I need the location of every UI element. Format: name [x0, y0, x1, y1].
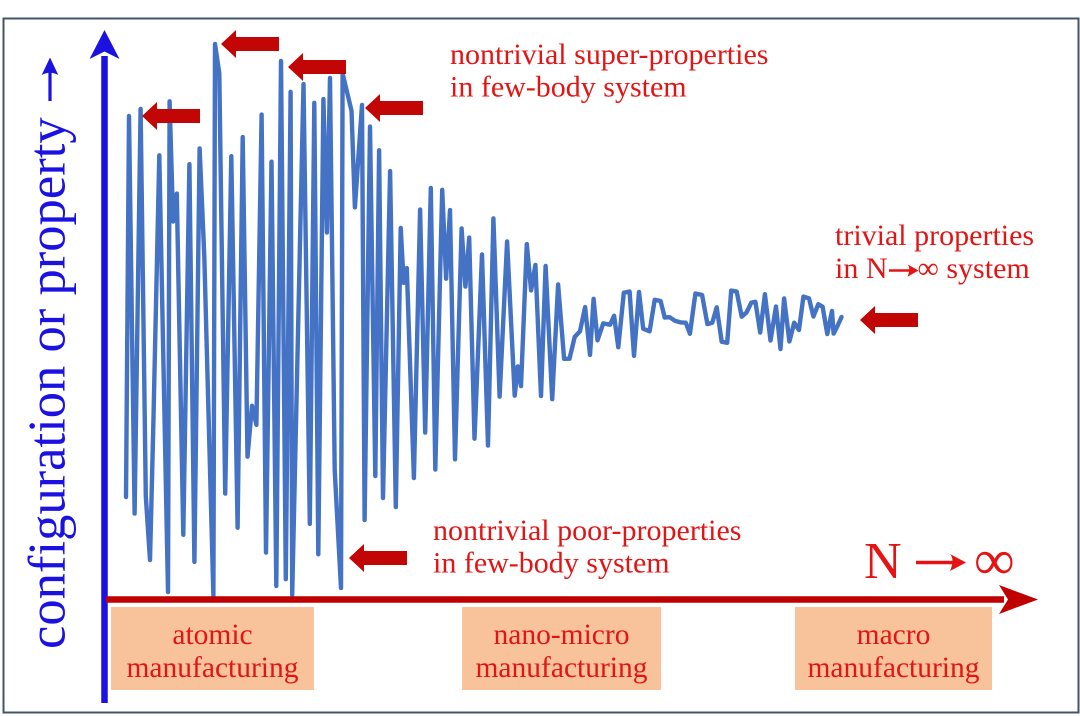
svg-text:trivial properties: trivial properties: [835, 219, 1034, 252]
svg-text:macro: macro: [857, 619, 931, 651]
svg-text:nontrivial super-properties: nontrivial super-properties: [450, 38, 768, 71]
svg-text:manufacturing: manufacturing: [807, 652, 979, 684]
svg-text:∞ system: ∞ system: [918, 252, 1030, 285]
svg-text:in few-body system: in few-body system: [433, 547, 670, 580]
svg-text:configuration or property: configuration or property: [19, 117, 77, 649]
svg-text:nontrivial poor-properties: nontrivial poor-properties: [433, 514, 741, 547]
svg-text:N: N: [864, 533, 902, 590]
svg-text:atomic: atomic: [172, 619, 252, 651]
svg-text:nano-micro: nano-micro: [494, 619, 630, 651]
svg-text:∞: ∞: [974, 529, 1015, 592]
svg-text:manufacturing: manufacturing: [475, 652, 647, 684]
svg-text:in N: in N: [835, 252, 888, 285]
svg-text:in few-body system: in few-body system: [450, 71, 687, 104]
svg-text:manufacturing: manufacturing: [126, 652, 298, 684]
